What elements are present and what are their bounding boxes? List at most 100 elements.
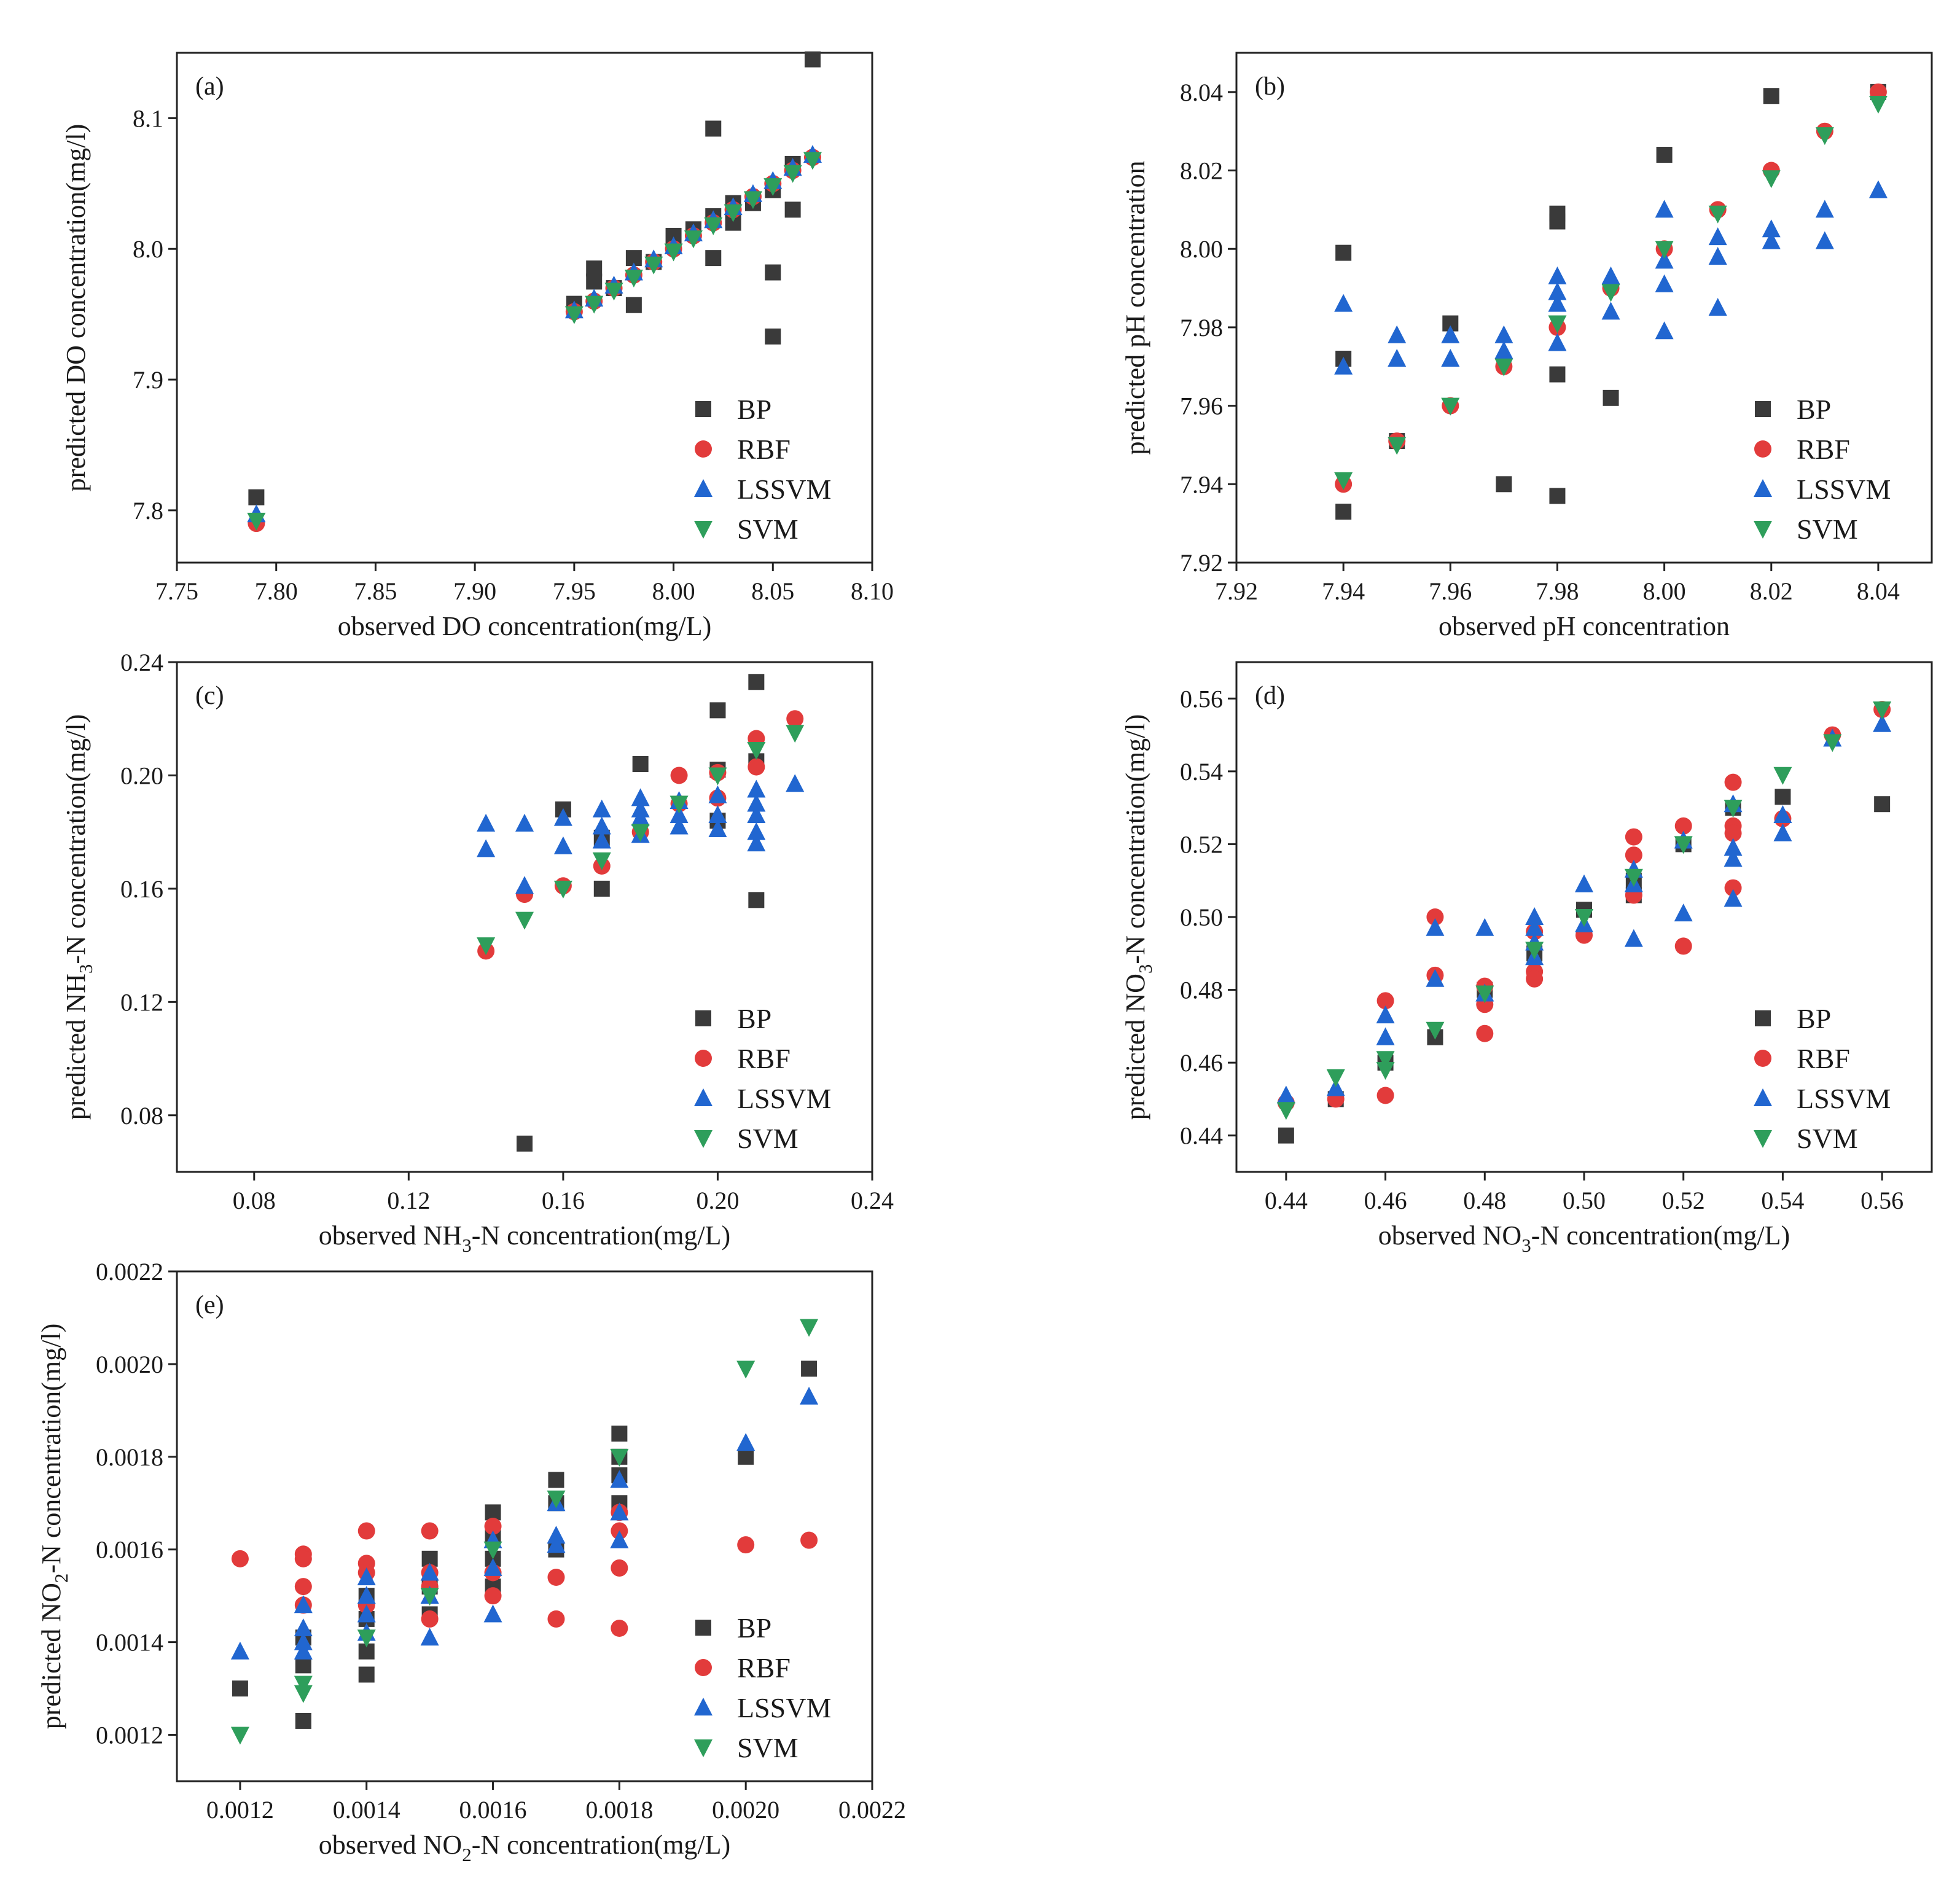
x-tick-label: 0.0012: [206, 1796, 274, 1824]
data-point-rbf: [670, 767, 688, 784]
legend-marker-bp: [695, 1620, 711, 1636]
data-point-rbf: [1724, 879, 1742, 897]
data-point-svm: [1575, 909, 1593, 927]
data-point-lssvm: [1762, 231, 1781, 249]
data-point-lssvm: [1655, 321, 1674, 340]
data-point-rbf: [611, 1620, 628, 1637]
data-point-rbf: [294, 1578, 312, 1596]
data-point-lssvm: [610, 1502, 629, 1521]
data-point-rbf: [1625, 846, 1642, 864]
data-point-lssvm: [1441, 349, 1460, 367]
data-point-svm: [294, 1685, 313, 1703]
data-point-lssvm: [592, 830, 611, 849]
data-point-rbf: [484, 1518, 502, 1535]
data-point-lssvm: [1601, 266, 1620, 284]
data-point-rbf: [231, 1550, 249, 1567]
x-axis-title: observed NH3-N concentration(mg/L): [319, 1220, 730, 1256]
data-point-lssvm: [515, 876, 534, 894]
data-point-lssvm: [1494, 341, 1513, 359]
x-tick-label: 8.05: [751, 577, 794, 605]
data-point-svm: [1708, 205, 1727, 224]
data-point-bp: [705, 120, 722, 137]
plot-frame: [176, 52, 873, 564]
data-point-bp: [625, 297, 642, 313]
data-point-lssvm: [1708, 227, 1727, 246]
data-point-lssvm: [1873, 714, 1892, 732]
chart-panel-e: 0.0012 0.0014 0.0016 0.0018 0.0020 0.0022 0.00…: [36, 1258, 906, 1865]
data-point-rbf: [1724, 773, 1742, 791]
data-point-bp: [1775, 789, 1791, 805]
x-tick-label: 8.00: [1643, 577, 1686, 605]
data-point-lssvm: [1326, 1078, 1345, 1096]
y-tick-label: 7.8: [133, 497, 163, 525]
data-point-lssvm: [1548, 333, 1567, 351]
data-point-svm: [1376, 1062, 1395, 1080]
data-point-lssvm: [1276, 1085, 1295, 1104]
data-point-lssvm: [747, 805, 766, 823]
y-tick-label: 8.00: [1180, 235, 1223, 263]
x-tick-label: 0.0022: [838, 1796, 906, 1824]
data-point-rbf: [611, 1559, 628, 1577]
data-point-svm: [230, 1727, 249, 1745]
data-point-svm: [1724, 800, 1743, 818]
y-tick-label: 0.48: [1180, 977, 1223, 1004]
legend-label-bp: BP: [737, 1612, 771, 1644]
y-axis-title: predicted pH concentration: [1120, 161, 1150, 455]
data-point-lssvm: [357, 1604, 376, 1623]
y-tick-label: 0.08: [120, 1102, 163, 1130]
data-point-svm: [420, 1588, 439, 1606]
data-point-svm: [515, 911, 534, 930]
data-point-lssvm: [1334, 294, 1353, 312]
x-axis-title: observed pH concentration: [1439, 611, 1730, 641]
data-point-svm: [1334, 472, 1353, 490]
y-tick-label: 0.0012: [96, 1722, 163, 1749]
legend-marker-bp: [1755, 401, 1771, 417]
legend-marker-svm: [694, 1739, 713, 1757]
data-point-bp: [593, 880, 610, 897]
x-tick-label: 7.90: [453, 577, 496, 605]
x-tick-label: 7.80: [255, 577, 298, 605]
data-point-lssvm: [592, 816, 611, 835]
legend-marker-svm: [1754, 1130, 1772, 1148]
x-tick-label: 0.48: [1463, 1187, 1506, 1214]
y-tick-label: 7.94: [1180, 470, 1223, 498]
legend-marker-lssvm: [1754, 1088, 1772, 1106]
panel-label: (c): [195, 682, 224, 710]
panel-label: (e): [195, 1291, 224, 1319]
y-tick-label: 8.0: [133, 235, 163, 263]
data-point-lssvm: [1525, 918, 1544, 936]
data-point-lssvm: [1868, 180, 1888, 198]
data-point-lssvm: [1724, 849, 1743, 867]
legend-marker-svm: [1754, 521, 1772, 539]
data-point-rbf: [1724, 824, 1742, 842]
data-point-bp: [586, 273, 603, 290]
legend-label-svm: SVM: [737, 1123, 798, 1154]
data-point-rbf: [484, 1587, 502, 1605]
panel-label: (b): [1255, 72, 1285, 101]
data-point-svm: [736, 1360, 755, 1379]
legend-label-rbf: RBF: [737, 1652, 791, 1684]
data-point-lssvm: [420, 1563, 439, 1581]
data-point-svm: [1868, 96, 1888, 114]
data-point-svm: [592, 852, 611, 870]
data-point-bp: [804, 51, 821, 68]
data-point-bp: [1603, 389, 1619, 406]
chart-panel-d: 0.44 0.46 0.48 0.50 0.52 0.54 0.56 0.44 0.46 0.48…: [1120, 661, 1933, 1256]
series-bp: [1335, 84, 1886, 520]
data-point-lssvm: [1494, 325, 1513, 343]
legend-label-bp: BP: [737, 1003, 771, 1034]
data-point-lssvm: [230, 1641, 249, 1660]
series-svm: [247, 152, 822, 531]
plot-frame: [176, 661, 873, 1173]
y-axis-title: predicted NH3-N concentration(mg/l): [61, 714, 96, 1120]
data-point-bp: [248, 489, 265, 505]
data-point-svm: [704, 217, 723, 235]
data-point-svm: [1815, 127, 1834, 146]
x-tick-label: 0.24: [851, 1187, 894, 1214]
data-point-bp: [358, 1666, 375, 1683]
data-point-svm: [624, 270, 643, 288]
legend: BP RBF LSSVM SVM: [694, 1003, 831, 1154]
legend-label-rbf: RBF: [1797, 434, 1850, 465]
data-point-lssvm: [708, 819, 727, 838]
series-bp: [517, 674, 765, 1152]
